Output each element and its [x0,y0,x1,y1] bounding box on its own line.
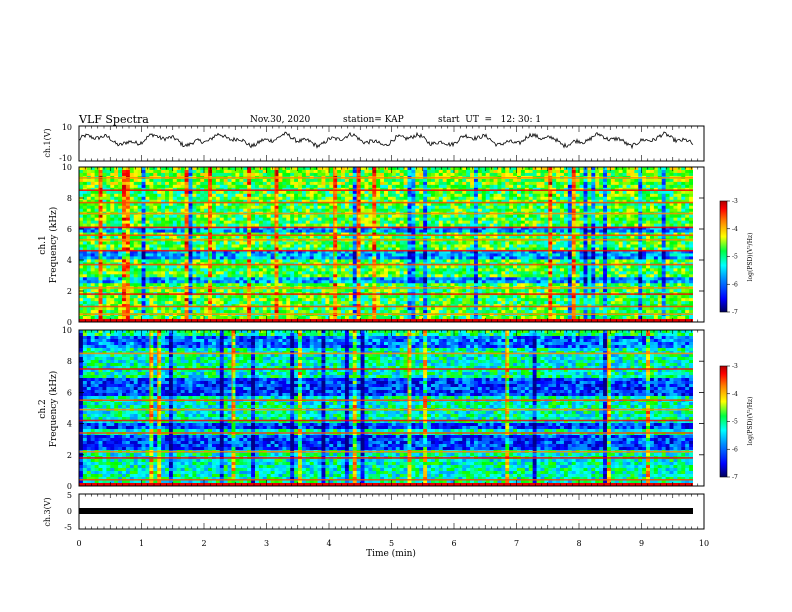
ch1-spectrogram-image [79,167,704,323]
x-tick-label-3: 3 [264,539,269,548]
x-tick-label-2: 2 [201,539,206,548]
ch3-signal-bar [79,508,693,514]
ch3-ytick-bottom: -5 [64,523,72,532]
x-axis-label: Time (min) [366,548,416,559]
ch1-cb-label--5: -5 [732,254,738,261]
ch1-spectrogram-ylabel-line1: ch.1 [38,235,48,254]
ch2-cb-label--5: -5 [732,419,738,426]
ch1-waveform-line [78,131,694,150]
x-tick-label-1: 1 [139,539,144,548]
ch3-panel: 5 0 -5 ch.3(V) Time (min) 0 1 2 3 4 5 6 7 8 9 10 [43,491,709,559]
start-time-label: start UT = 12: 30: 1 [438,115,542,125]
ch1-cb-label--3: -3 [732,198,738,205]
ch2-cb-label--4: -4 [732,391,738,398]
ch1-colorbar-gradient [719,200,728,313]
ch1-spectrogram-panel: ch.1 Frequency (kHz) 0 2 4 6 8 10 [38,163,705,327]
x-tick-label-6: 6 [451,539,456,548]
ch1-cb-label--6: -6 [732,281,738,288]
ch2-ytick-8: 8 [67,357,72,366]
x-tick-label-4: 4 [326,539,331,548]
ch1-colorbar: -3 -4 -5 -6 -7 log(PSD)(V²/Hz) [719,198,754,316]
chart-title: VLF Spectra [79,113,149,126]
date-label: Nov.30, 2020 [250,115,311,125]
ch2-cb-label--7: -7 [732,474,738,481]
ch2-colorbar: -3 -4 -5 -6 -7 log(PSD)(V²/Hz) [719,363,754,481]
axis-ticks [78,126,705,529]
ch2-ytick-4: 4 [67,420,72,429]
x-tick-label-7: 7 [514,539,519,548]
ch2-ytick-2: 2 [67,451,72,460]
ch3-ytick-mid: 0 [67,507,72,516]
x-tick-label-10: 10 [699,539,709,548]
ch2-ytick-10: 10 [62,326,72,335]
ch1-cb-label--4: -4 [732,226,738,233]
ch1-ytick-8: 8 [67,194,72,203]
ch2-spectrogram-image [79,330,704,487]
ch2-ytick-0: 0 [67,482,72,491]
ch2-spectrogram-ylabel-line2: Frequency (kHz) [48,371,59,448]
station-label: station= KAP [343,115,404,125]
x-tick-label-5: 5 [389,539,394,548]
ch3-ylabel: ch.3(V) [43,497,52,526]
ch2-spectrogram-panel: ch.2 Frequency (kHz) 0 2 4 6 8 10 [38,326,705,491]
ch1-ytick-bottom: -10 [59,154,72,163]
ch1-ytick-2: 2 [67,287,72,296]
ch2-cb-label--3: -3 [732,363,738,370]
ch2-colorbar-gradient [719,365,728,478]
x-tick-label-9: 9 [639,539,644,548]
ch3-ytick-top: 5 [67,491,72,500]
x-tick-label-0: 0 [76,539,81,548]
ch1-colorbar-label: log(PSD)(V²/Hz) [747,233,754,282]
x-tick-label-8: 8 [576,539,581,548]
ch2-spectrogram-ylabel-line1: ch.2 [38,399,48,418]
ch1-waveform-ylabel: ch.1(V) [43,128,52,157]
ch1-ytick-0: 0 [67,318,72,327]
ch2-colorbar-label: log(PSD)(V²/Hz) [747,397,754,446]
ch2-cb-label--6: -6 [732,446,738,453]
ch2-ytick-6: 6 [67,388,72,397]
ch1-ytick-6: 6 [67,225,72,234]
ch1-waveform-panel: 10 -10 ch.1(V) [43,123,705,163]
ch1-ytick-top: 10 [62,123,72,132]
ch1-ytick-10: 10 [62,163,72,172]
ch1-cb-label--7: -7 [732,309,738,316]
ch1-ytick-4: 4 [67,256,72,265]
ch1-spectrogram-ylabel-line2: Frequency (kHz) [48,207,59,284]
